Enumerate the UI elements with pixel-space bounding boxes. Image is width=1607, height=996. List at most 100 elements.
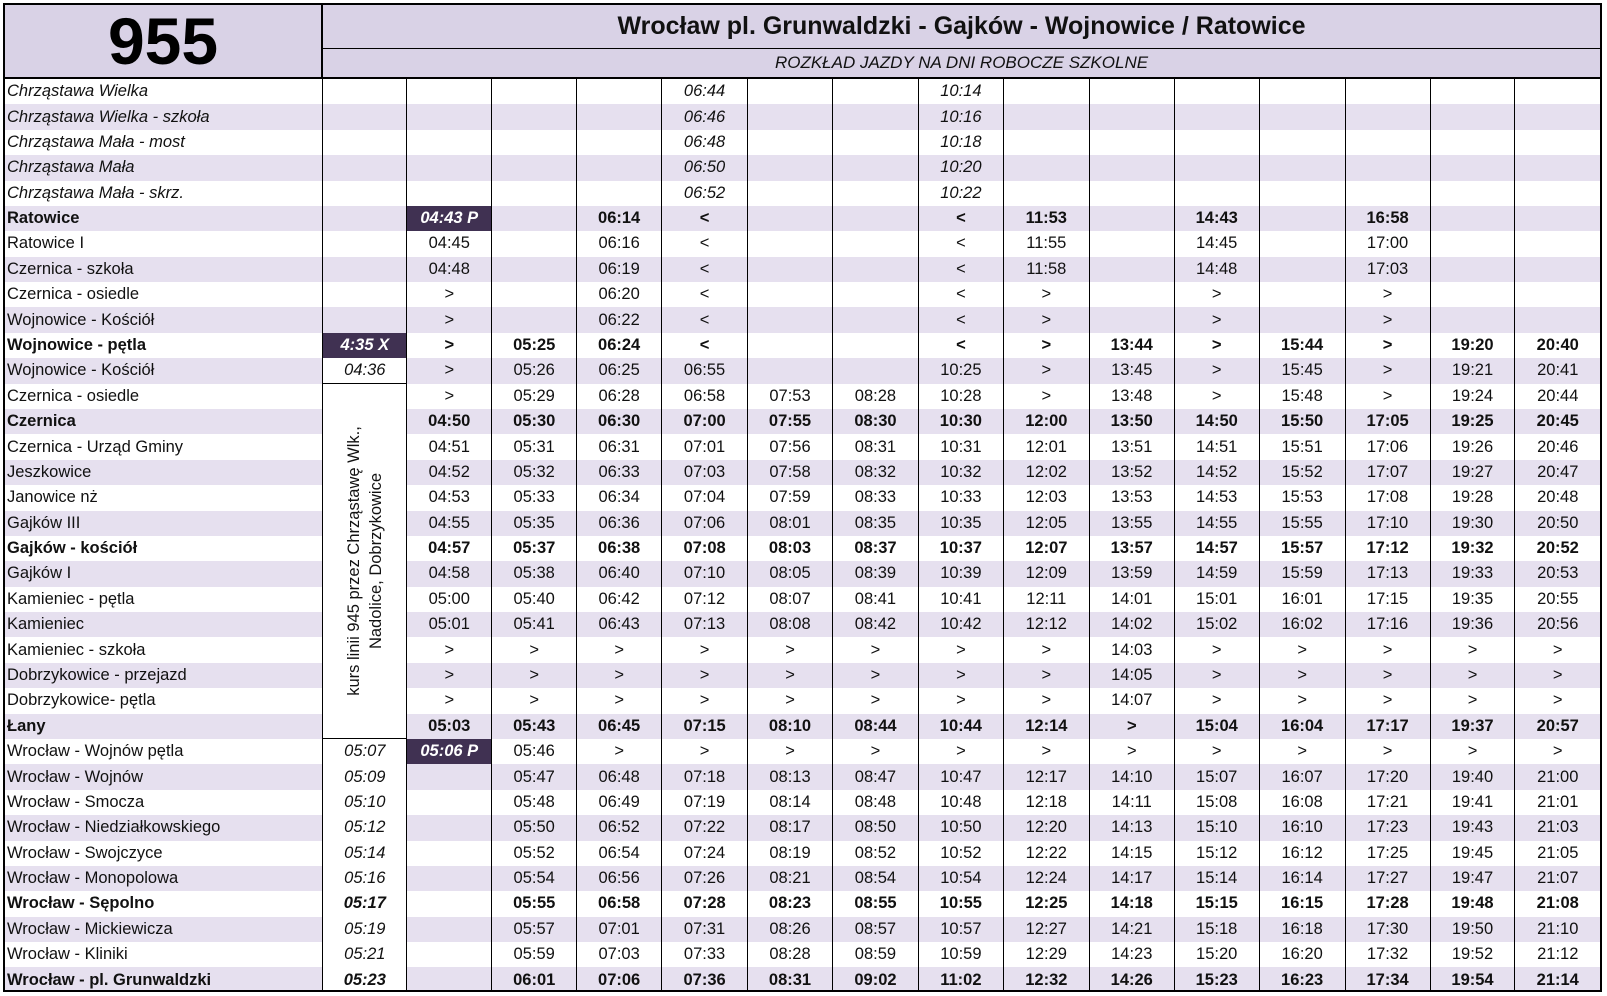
time-cell: < [661, 256, 748, 282]
time-cell: > [1344, 383, 1431, 409]
time-cell: 14:11 [1088, 789, 1175, 816]
time-cell: < [661, 231, 748, 257]
time-cell: > [406, 688, 492, 714]
stop-name: Wrocław - Mickiewicza [5, 916, 324, 942]
time-cell: 19:35 [1429, 586, 1515, 612]
time-cell: 12:32 [1002, 967, 1090, 990]
time-cell: 08:52 [831, 840, 919, 866]
time-cell: 15:14 [1173, 865, 1260, 892]
stop-name: Wojnowice - Kościół [5, 307, 324, 333]
table-row: Chrząstawa Wielka 06:44 10:14 [5, 79, 1600, 105]
time-cell: 12:01 [1002, 434, 1090, 460]
time-cell: 05:29 [491, 383, 577, 409]
time-cell: 07:53 [747, 383, 833, 409]
time-cell: 06:25 [576, 358, 662, 384]
table-row: Chrząstawa Mała 06:50 10:20 [5, 155, 1600, 181]
time-cell: 07:01 [576, 916, 662, 942]
time-cell: 13:52 [1088, 459, 1175, 486]
stop-name: Wrocław - Niedziałkowskiego [5, 815, 324, 841]
time-cell: 05:54 [491, 865, 577, 892]
time-cell: 14:17 [1088, 865, 1175, 892]
time-cell: 16:15 [1258, 891, 1346, 917]
time-cell: > [1173, 332, 1260, 359]
time-cell: > [576, 637, 662, 663]
time-cell: 05:57 [491, 916, 577, 942]
time-cell: 07:15 [661, 713, 748, 739]
table-row: Kamieniec - pętla 05:00 05:40 06:42 07:12 08:… [5, 586, 1600, 612]
time-cell: 15:57 [1258, 535, 1346, 562]
time-cell: 19:32 [1429, 535, 1515, 562]
time-cell: > [1173, 688, 1260, 714]
time-cell: 06:01 [491, 967, 577, 990]
time-cell: > [1514, 688, 1600, 714]
time-cell: 14:18 [1088, 891, 1175, 917]
time-cell: > [576, 662, 662, 689]
time-cell: 12:12 [1002, 612, 1090, 638]
stop-name: Wrocław - Monopolowa [5, 865, 324, 892]
time-cell: 07:18 [661, 764, 748, 790]
table-row: Chrząstawa Mała - most 06:48 10:18 [5, 129, 1600, 156]
time-cell [491, 282, 577, 308]
table-row: Wrocław - Sępolno 05:17 05:55 06:58 07:28 08:… [5, 891, 1600, 917]
time-cell [831, 231, 919, 257]
table-row: Wrocław - Smocza 05:10 05:48 06:49 07:19 08:1… [5, 789, 1600, 816]
time-cell: > [1173, 662, 1260, 689]
time-cell: 10:22 [917, 180, 1004, 206]
time-cell: 08:31 [831, 434, 919, 460]
time-cell: 12:22 [1002, 840, 1090, 866]
time-cell: > [1344, 332, 1431, 359]
time-cell: 07:12 [661, 586, 748, 612]
time-cell: 05:52 [491, 840, 577, 866]
time-cell: 17:05 [1344, 409, 1431, 435]
time-cell: 08:50 [831, 815, 919, 841]
time-cell: 17:21 [1344, 789, 1431, 816]
time-cell [1088, 307, 1175, 333]
time-cell: 04:57 [406, 535, 492, 562]
time-cell: 08:01 [747, 510, 833, 536]
time-cell: 13:48 [1088, 383, 1175, 409]
time-cell [322, 256, 407, 282]
time-cell: 12:00 [1002, 409, 1090, 435]
stop-name: Ratowice I [5, 231, 324, 257]
time-cell: 20:55 [1514, 586, 1600, 612]
line-number: 955 [5, 5, 323, 79]
time-cell [1088, 256, 1175, 282]
time-cell [406, 840, 492, 866]
time-cell: 08:48 [831, 789, 919, 816]
time-cell [491, 231, 577, 257]
time-cell [1514, 180, 1600, 206]
time-cell: > [1344, 282, 1431, 308]
stop-name: Gajków III [5, 510, 324, 536]
time-cell [1429, 129, 1515, 156]
time-cell: 10:50 [917, 815, 1004, 841]
time-cell: 10:14 [917, 79, 1004, 105]
time-cell: 05:48 [491, 789, 577, 816]
time-cell: 10:30 [917, 409, 1004, 435]
time-cell: 19:47 [1429, 865, 1515, 892]
time-cell [1429, 282, 1515, 308]
time-cell: 05:23 [322, 967, 407, 990]
time-cell: > [1088, 713, 1175, 739]
time-cell [1088, 155, 1175, 181]
time-cell: 05:43 [491, 713, 577, 739]
route-note: kurs linii 945 przez Chrząstawę Wlk., Na… [344, 426, 385, 697]
time-cell: 13:50 [1088, 409, 1175, 435]
stop-name: Wrocław - Smocza [5, 789, 324, 816]
time-cell: 20:44 [1514, 383, 1600, 409]
time-cell [831, 205, 919, 232]
time-cell [1429, 155, 1515, 181]
time-cell: 13:53 [1088, 485, 1175, 511]
time-cell: < [917, 231, 1004, 257]
time-cell: 16:10 [1258, 815, 1346, 841]
time-cell: 08:10 [747, 713, 833, 739]
time-cell: 08:30 [831, 409, 919, 435]
time-cell [831, 129, 919, 156]
time-cell: 08:42 [831, 612, 919, 638]
time-cell [1514, 155, 1600, 181]
time-cell: > [661, 688, 748, 714]
time-cell: 08:54 [831, 865, 919, 892]
time-cell: 15:01 [1173, 586, 1260, 612]
time-cell: 15:51 [1258, 434, 1346, 460]
time-cell: 21:05 [1514, 840, 1600, 866]
stop-name: Czernica - osiedle [5, 282, 324, 308]
